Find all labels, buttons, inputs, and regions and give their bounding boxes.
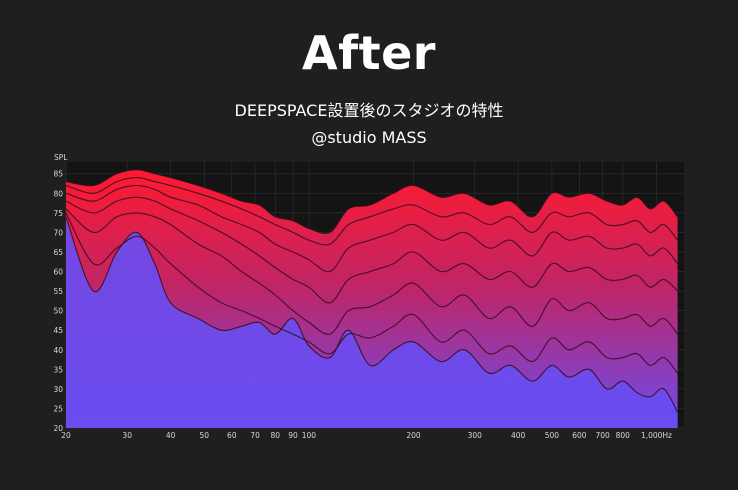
chart-subtitle: DEEPSPACE設置後のスタジオの特性 <box>234 101 504 120</box>
y-tick-label: 30 <box>53 385 63 394</box>
series-lines <box>65 169 679 413</box>
x-tick-label: 200 <box>406 431 421 440</box>
series-line <box>65 177 679 246</box>
y-tick-label: 25 <box>53 404 63 413</box>
y-tick-label: 35 <box>53 365 63 374</box>
x-tick-label: 90 <box>288 431 298 440</box>
x-tick-label: 70 <box>250 431 260 440</box>
y-tick-label: 55 <box>53 287 63 296</box>
x-axis-ticks: 20 30 40 50 60 70 80 90 100 200 300 400 500 600 700 800… <box>61 431 672 440</box>
series-line <box>65 216 679 413</box>
area-series <box>66 169 678 429</box>
page-title: After <box>302 26 436 80</box>
x-tick-label: 500 <box>545 431 560 440</box>
x-tick-label: 40 <box>166 431 176 440</box>
series-line <box>65 208 679 335</box>
y-axis-ticks: 20 25 30 35 40 45 50 55 60 65 70 75 80 85 <box>53 170 63 433</box>
series-line <box>65 196 678 304</box>
x-tick-label: 100 <box>302 431 317 440</box>
y-tick-label: 80 <box>53 189 63 198</box>
series-line <box>65 184 679 273</box>
x-tick-label: 400 <box>511 431 526 440</box>
x-tick-label: 600 <box>572 431 587 440</box>
x-tick-label: 50 <box>200 431 210 440</box>
y-tick-label: 20 <box>53 424 63 433</box>
x-tick-label: 80 <box>270 431 280 440</box>
y-tick-label: 85 <box>53 170 63 179</box>
x-tick-label: 20 <box>61 431 71 440</box>
y-tick-label: 75 <box>53 209 63 218</box>
x-tick-label: 30 <box>122 431 132 440</box>
y-tick-label: 40 <box>53 346 63 355</box>
area-floor <box>66 216 678 428</box>
y-axis-label: SPL <box>54 153 68 162</box>
chart-credit: @studio MASS <box>311 128 427 147</box>
y-tick-label: 60 <box>53 268 63 277</box>
x-tick-label: 700 <box>595 431 610 440</box>
x-tick-label: 60 <box>227 431 237 440</box>
x-tick-label: 800 <box>616 431 631 440</box>
x-tick-label: 1,000Hz <box>641 431 672 440</box>
y-tick-label: 70 <box>53 228 63 237</box>
x-tick-label: 300 <box>468 431 483 440</box>
series-line <box>65 169 679 235</box>
series-line <box>65 212 679 374</box>
y-tick-label: 65 <box>53 248 63 257</box>
y-tick-label: 50 <box>53 307 63 316</box>
y-tick-label: 45 <box>53 326 63 335</box>
